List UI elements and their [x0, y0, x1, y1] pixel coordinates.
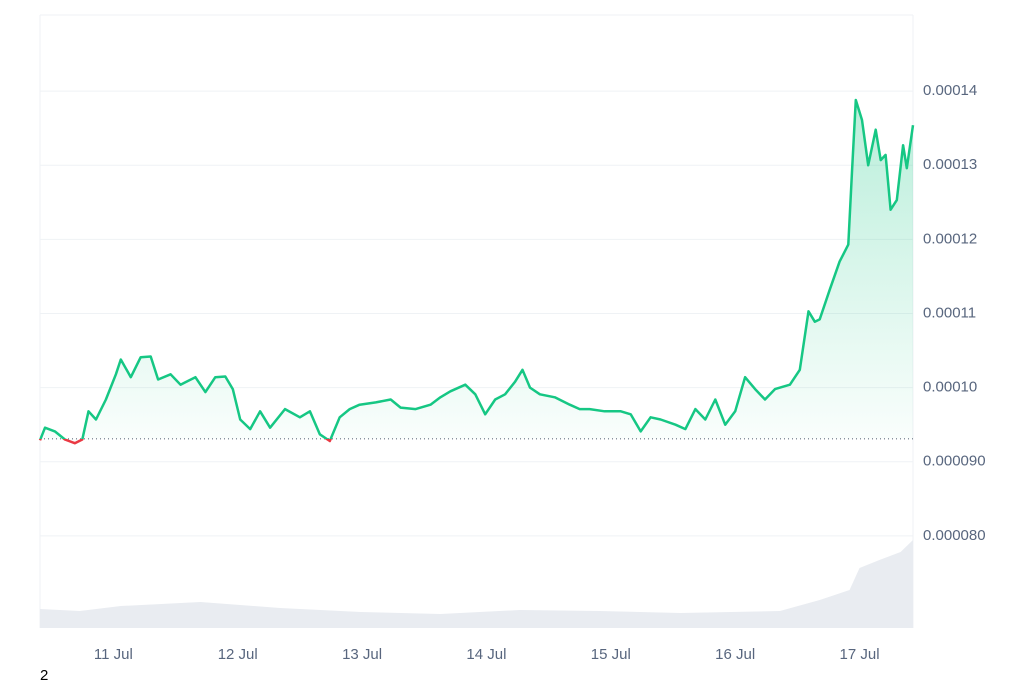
footnote: 2 — [40, 667, 48, 683]
x-tick-label: 14 Jul — [466, 646, 506, 663]
x-tick-label: 12 Jul — [218, 646, 258, 663]
x-tick-label: 17 Jul — [840, 646, 880, 663]
x-tick-label: 11 Jul — [94, 646, 133, 663]
x-tick-label: 16 Jul — [715, 646, 755, 663]
y-tick-label: 0.000080 — [923, 527, 986, 544]
volume-area — [40, 540, 913, 628]
y-tick-label: 0.00013 — [923, 156, 977, 173]
y-tick-label: 0.00010 — [923, 379, 977, 396]
y-tick-label: 0.00012 — [923, 230, 977, 247]
y-tick-label: 0.00011 — [923, 304, 976, 321]
y-tick-label: 0.000090 — [923, 453, 986, 470]
y-tick-label: 0.00014 — [923, 82, 977, 99]
x-tick-label: 15 Jul — [591, 646, 631, 663]
x-tick-label: 13 Jul — [342, 646, 382, 663]
price-line — [38, 98, 915, 445]
area — [40, 100, 913, 444]
